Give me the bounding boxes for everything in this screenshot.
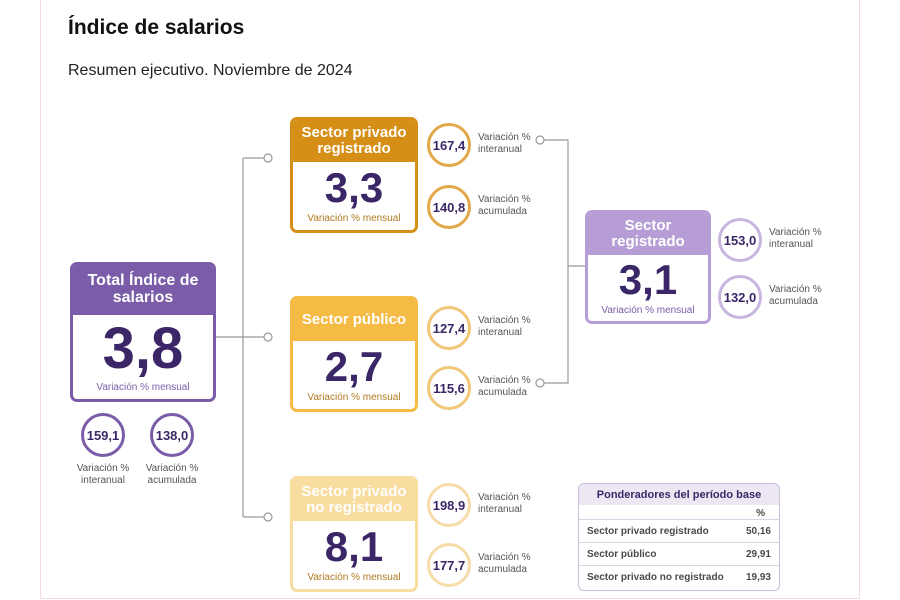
stat-label: Variación % interanual	[478, 132, 531, 155]
stat-circle: 138,0	[150, 413, 194, 457]
table-row: Sector privado no registrado 19,93	[579, 565, 779, 588]
table-cell: Sector privado no registrado	[587, 571, 724, 583]
node-box: Sector privado registrado 3,3 Variación % …	[290, 117, 418, 233]
connector	[215, 157, 266, 518]
connector	[542, 139, 586, 384]
stat-circle: 132,0	[718, 275, 762, 319]
node-box: Sector privado no registrado 8,1 Variación…	[290, 476, 418, 592]
node-value: 3,1	[618, 256, 678, 303]
stat-circle: 127,4	[427, 306, 471, 350]
stat-label: Variación % acumulada	[478, 375, 531, 398]
connector-dot	[263, 332, 273, 342]
node-box: Sector registrado 3,1 Variación % mensual	[585, 210, 711, 324]
stat-circle: 153,0	[718, 218, 762, 262]
node-label: Sector registrado	[588, 213, 708, 255]
title: Índice de salarios	[68, 16, 245, 39]
stat-circle: 198,9	[427, 483, 471, 527]
subtitle: Resumen ejecutivo. Noviembre de 2024	[68, 62, 353, 79]
table-row: Sector privado registrado 50,16	[579, 519, 779, 542]
node-label: Total Índice de salarios	[73, 265, 213, 315]
table-cell: Sector público	[587, 548, 657, 560]
stat-circle: 177,7	[427, 543, 471, 587]
node-value: 8,1	[324, 523, 384, 570]
stat-label: Variación % interanual	[769, 227, 822, 250]
node-label: Sector privado registrado	[293, 120, 415, 162]
stat-label: Variación % acumulada	[478, 194, 531, 217]
node-value: 2,7	[324, 343, 384, 390]
weights-table: Ponderadores del período base % Sector p…	[578, 483, 780, 591]
stat-label: Variación % interanual	[478, 492, 531, 515]
table-cell: 19,93	[745, 571, 771, 583]
table-cell: Sector privado registrado	[587, 525, 709, 537]
node-label: Sector público	[293, 299, 415, 341]
node-value: 3,3	[324, 164, 384, 211]
stat-circle: 167,4	[427, 123, 471, 167]
stat-label: Variación % acumulada	[478, 552, 531, 575]
table-row: Sector público 29,91	[579, 542, 779, 565]
stat-label: Variación % interanual	[76, 463, 130, 486]
stat-circle: 159,1	[81, 413, 125, 457]
table-cell: 50,16	[745, 525, 771, 537]
connector-dot	[263, 153, 273, 163]
connector-dot	[535, 378, 545, 388]
node-value: 3,8	[102, 316, 184, 381]
node-caption: Variación % mensual	[601, 305, 695, 316]
table-unit: %	[756, 507, 765, 519]
node-caption: Variación % mensual	[307, 572, 401, 583]
connector-dot	[535, 135, 545, 145]
node-box: Sector público 2,7 Variación % mensual	[290, 296, 418, 412]
table-unit-row: %	[579, 505, 779, 519]
node-label: Sector privado no registrado	[293, 479, 415, 521]
stat-label: Variación % interanual	[478, 315, 531, 338]
stat-circle: 115,6	[427, 366, 471, 410]
node-caption: Variación % mensual	[307, 213, 401, 224]
table-cell: 29,91	[745, 548, 771, 560]
node-box: Total Índice de salarios 3,8 Variación % m…	[70, 262, 216, 402]
stat-label: Variación % acumulada	[145, 463, 199, 486]
connector-dot	[263, 512, 273, 522]
stat-circle: 140,8	[427, 185, 471, 229]
node-caption: Variación % mensual	[307, 392, 401, 403]
stat-label: Variación % acumulada	[769, 284, 822, 307]
frame	[40, 0, 860, 599]
table-title: Ponderadores del período base	[579, 484, 779, 505]
node-caption: Variación % mensual	[96, 382, 190, 393]
